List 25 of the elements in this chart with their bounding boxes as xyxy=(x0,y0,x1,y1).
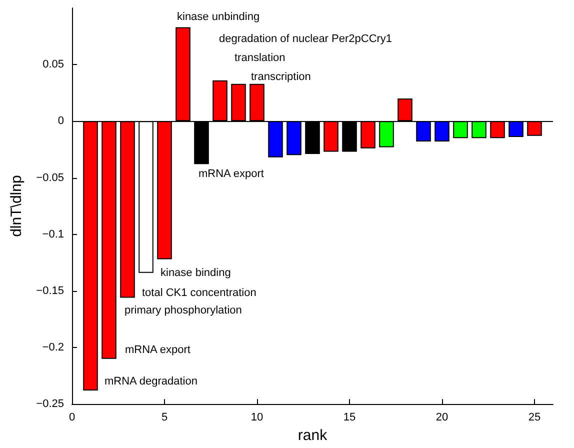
annotation: degradation of nuclear Per2pCCry1 xyxy=(219,33,392,45)
annotation: mRNA degradation xyxy=(104,376,198,388)
annotation: primary phosphorylation xyxy=(124,304,242,317)
x-tick-label: 0 xyxy=(68,412,76,424)
annotation: kinase binding xyxy=(160,267,231,280)
annotation: translation xyxy=(234,52,286,64)
y-tick-label: −0.15 xyxy=(36,284,64,297)
x-tick-label: 15 xyxy=(343,412,356,424)
x-tick-label: 20 xyxy=(436,412,448,424)
annotation: total CK1 concentration xyxy=(142,286,256,299)
x-axis-title: rank xyxy=(298,427,328,444)
y-tick-label: −0.2 xyxy=(42,342,64,354)
x-tick-label: 5 xyxy=(161,412,168,424)
y-tick-label: 0 xyxy=(58,115,64,128)
annotation: mRNA export xyxy=(125,344,190,356)
annotation: kinase unbinding xyxy=(177,11,260,24)
annotation: transcription xyxy=(251,70,311,83)
y-tick-label: −0.1 xyxy=(42,228,64,240)
x-tick-label: 10 xyxy=(250,412,264,424)
y-tick-label: 0.05 xyxy=(42,58,64,71)
y-tick-label: −0.05 xyxy=(36,172,64,184)
x-tick-label: 25 xyxy=(528,412,541,424)
y-axis-title: dlnT\dlnp xyxy=(8,175,25,237)
annotation: mRNA export xyxy=(198,168,264,180)
y-tick-label: −0.25 xyxy=(36,398,64,410)
